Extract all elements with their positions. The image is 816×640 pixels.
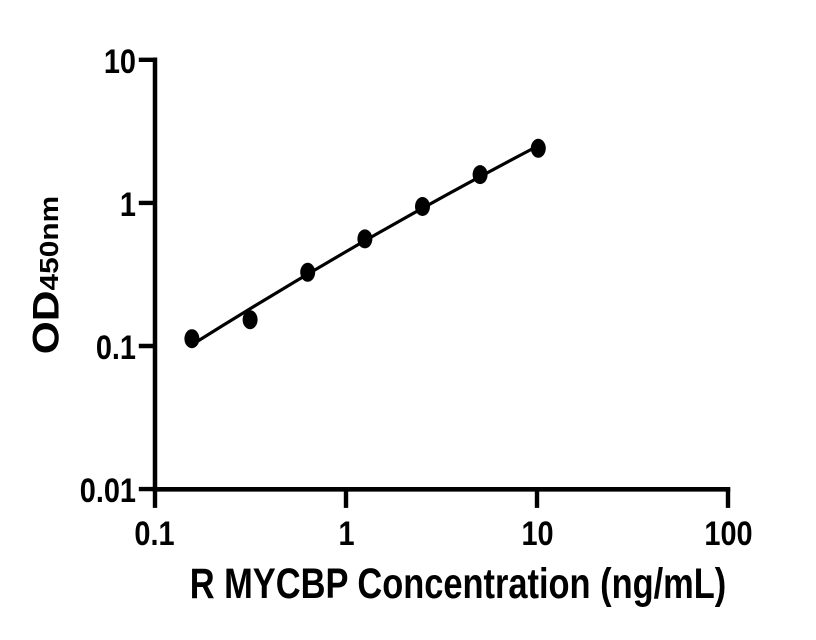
svg-text:0.1: 0.1 [96,328,136,367]
svg-text:1: 1 [338,514,354,553]
svg-text:100: 100 [704,514,752,553]
svg-text:1: 1 [120,184,136,223]
svg-text:R MYCBP Concentration (ng/mL): R MYCBP Concentration (ng/mL) [190,560,727,607]
svg-text:10: 10 [104,41,136,80]
svg-text:0.1: 0.1 [134,514,174,553]
svg-text:10: 10 [521,514,553,553]
svg-text:0.01: 0.01 [80,471,136,510]
